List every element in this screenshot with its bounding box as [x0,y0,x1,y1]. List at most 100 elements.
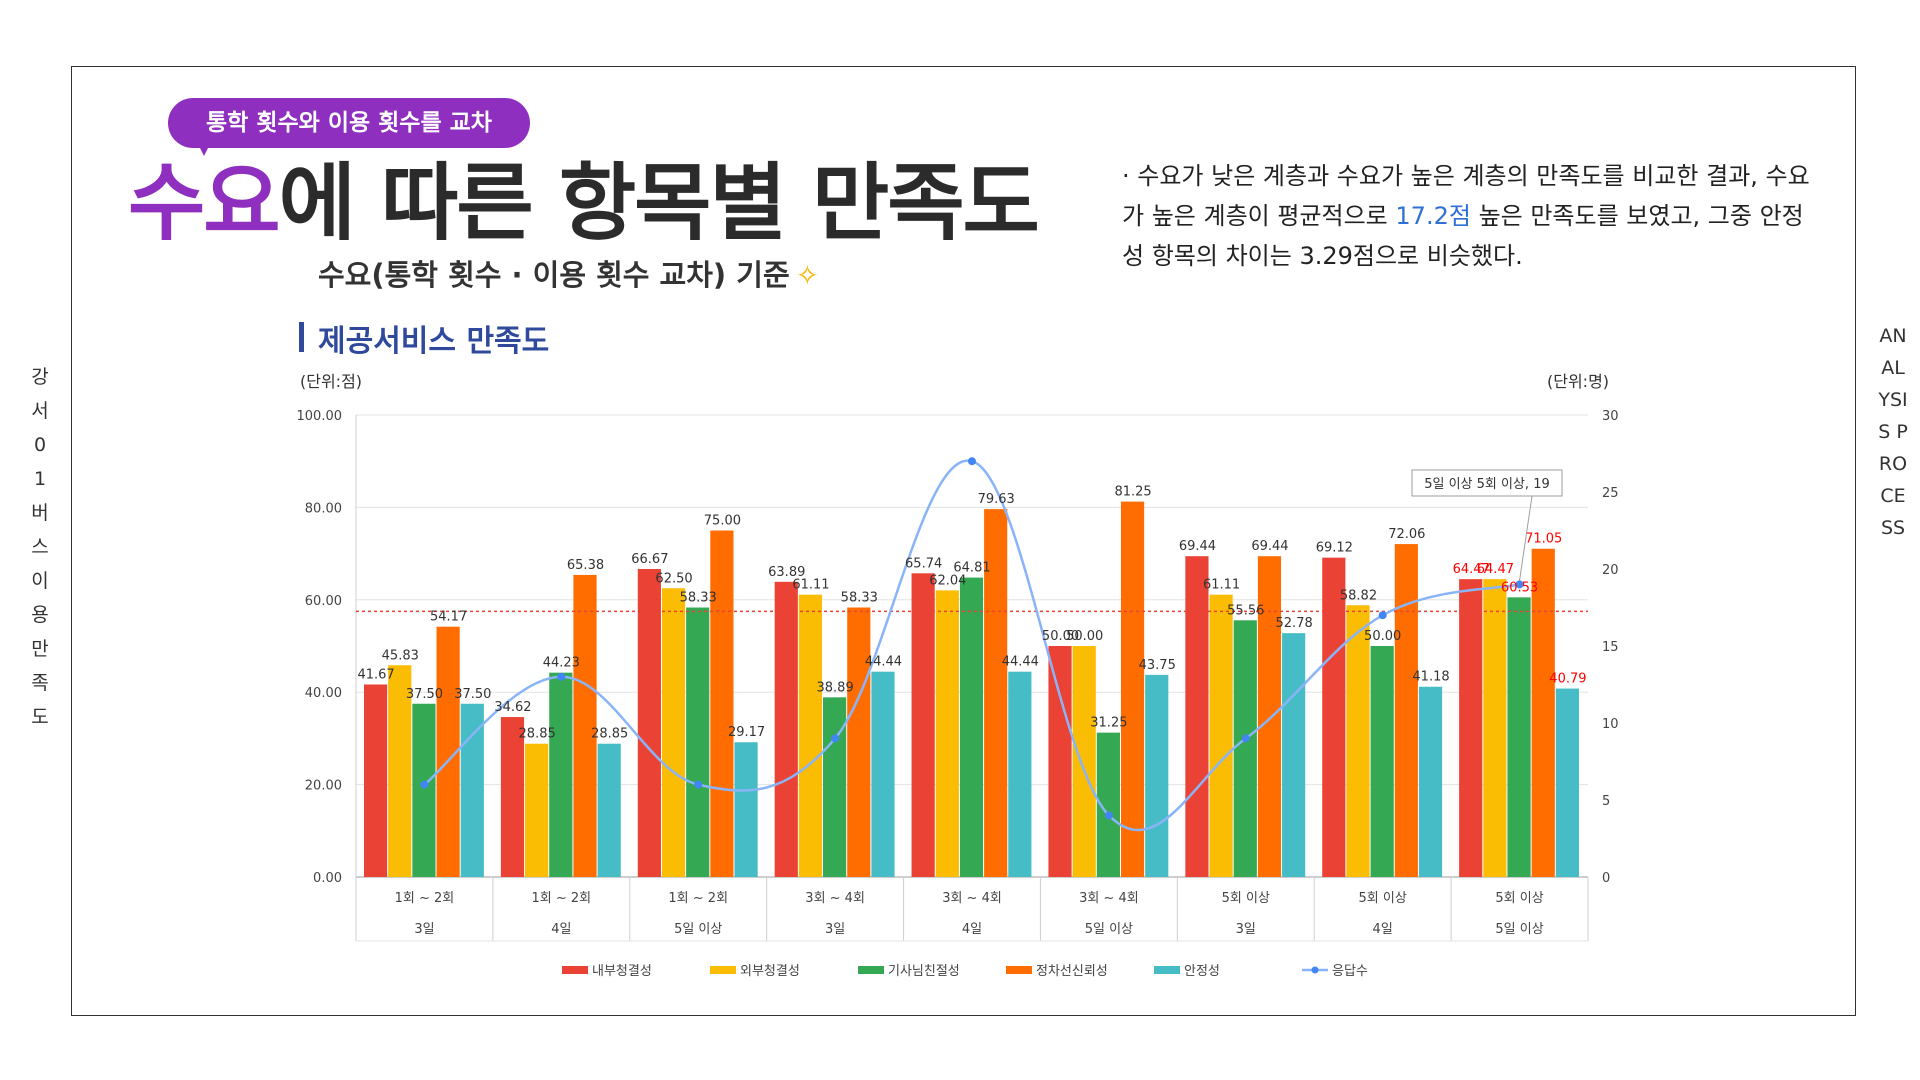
response-point [968,457,976,466]
badge-tail [196,140,212,156]
bar [1096,732,1120,877]
bar [1346,605,1370,877]
bar [1209,594,1233,877]
bar-value-label: 40.79 [1549,672,1586,687]
bar-value-label: 64.47 [1453,562,1490,577]
bar [525,743,549,877]
legend-swatch [1006,966,1032,974]
response-point [1104,811,1113,820]
response-point [831,734,840,743]
bar-value-label: 69.44 [1179,539,1216,554]
legend-swatch [858,966,884,974]
topic-badge: 통학 횟수와 이용 횟수를 교차 [168,98,530,148]
bar-value-label: 64.47 [1477,562,1514,577]
legend-label: 응답수 [1332,964,1368,979]
y-left-tick-label: 60.00 [305,594,342,609]
bar-value-label: 69.12 [1316,541,1353,556]
bar [710,530,734,877]
y-right-tick-label: 15 [1602,640,1619,655]
sparkle-icon: ✧ [795,259,820,292]
y-left-tick-label: 40.00 [305,686,342,701]
bar-value-label: 50.00 [1066,629,1103,644]
bar-value-label: 31.25 [1090,716,1127,731]
x-tick-label-primary: 1회 ~ 2회 [532,891,592,906]
page-subtitle: 수요(통학 횟수 · 이용 횟수 교차) 기준 ✧ [318,252,819,294]
bar-value-label: 75.00 [704,514,741,529]
bar [1008,671,1032,877]
bar-value-label: 44.44 [865,655,902,670]
bar [364,684,388,877]
bar [436,626,460,877]
bar [597,743,621,877]
bar-value-label: 60.53 [1501,580,1538,595]
bar [1185,556,1209,877]
bar [686,607,710,877]
legend-swatch [562,966,588,974]
bar [798,594,823,877]
y-right-tick-label: 0 [1602,871,1610,886]
bar [388,665,412,877]
bar [1233,620,1257,877]
bar [460,703,484,877]
bar [573,574,597,877]
bar-value-label: 55.56 [1227,603,1264,618]
page-title: 수요에 따른 항목별 만족도 [128,148,1040,258]
section-title: 제공서비스 만족도 [298,316,549,360]
bar-value-label: 58.33 [841,591,878,606]
bar [1507,597,1531,877]
bar-value-label: 62.50 [655,571,692,586]
bar [1483,579,1507,877]
bar-value-label: 44.23 [543,656,580,671]
bar-value-label: 63.89 [768,565,805,580]
bar [549,672,573,877]
legend-label: 정차선신뢰성 [1036,964,1108,979]
response-point [694,780,703,789]
section-title-text: 제공서비스 만족도 [318,324,550,359]
description-after: 높은 만족도를 보였고, 그중 안정성 항목의 차이는 3.29점으로 비슷했다… [1122,202,1804,270]
description-highlight: 17.2점 [1395,202,1471,230]
y-right-tick-label: 5 [1602,794,1610,809]
bar [1322,557,1346,877]
legend-line-marker [1311,966,1319,974]
bar [774,581,798,877]
description-before: · 수요가 낮은 계층과 수요가 높은 계층의 만족도를 비교한 결과, 수요가… [1122,162,1810,230]
bar-value-label: 41.67 [357,667,394,682]
title-rest: 에 따른 항목별 만족도 [278,154,1040,252]
x-tick-label-primary: 5회 이상 [1222,891,1270,906]
response-point [557,672,566,681]
bar [1394,544,1418,877]
x-tick-label-primary: 1회 ~ 2회 [395,891,455,906]
bar-value-label: 81.25 [1114,485,1151,500]
side-label-left: 강서01버스이용만족도 [31,366,49,728]
bar [959,577,984,877]
bar-value-label: 64.81 [953,561,990,576]
callout-leader [1519,495,1533,581]
bar-value-label: 62.04 [929,573,966,588]
description: · 수요가 낮은 계층과 수요가 높은 계층의 만족도를 비교한 결과, 수요가… [1122,156,1822,276]
y-right-tick-label: 10 [1602,717,1619,732]
bar-value-label: 38.89 [817,680,854,695]
x-tick-label-primary: 5회 이상 [1495,891,1543,906]
bar [984,509,1008,877]
bar [1531,548,1555,877]
y-left-tick-label: 100.00 [297,409,343,424]
bar-value-label: 37.50 [406,687,443,702]
bar-value-label: 50.00 [1042,629,1079,644]
x-tick-label-secondary: 3일 [825,922,845,937]
bar-value-label: 50.00 [1364,629,1401,644]
response-point [1241,734,1250,743]
x-tick-label-secondary: 3일 [1236,922,1256,937]
bar-value-label: 44.44 [1002,655,1039,670]
subtitle-text: 수요(통학 횟수 · 이용 횟수 교차) 기준 [318,258,790,292]
callout-label: 5일 이상 5회 이상, 19 [1424,477,1550,492]
bar [500,717,525,877]
x-tick-label-secondary: 3일 [414,922,434,937]
bar-value-label: 28.85 [591,727,628,742]
unit-left: (단위:점) [300,372,363,391]
bar-value-label: 71.05 [1525,532,1562,547]
bar-value-label: 65.38 [567,558,604,573]
bar [412,703,436,877]
x-tick-label-primary: 3회 ~ 4회 [1079,891,1139,906]
bar-value-label: 58.33 [680,591,717,606]
legend-label: 기사님친절성 [888,964,960,979]
